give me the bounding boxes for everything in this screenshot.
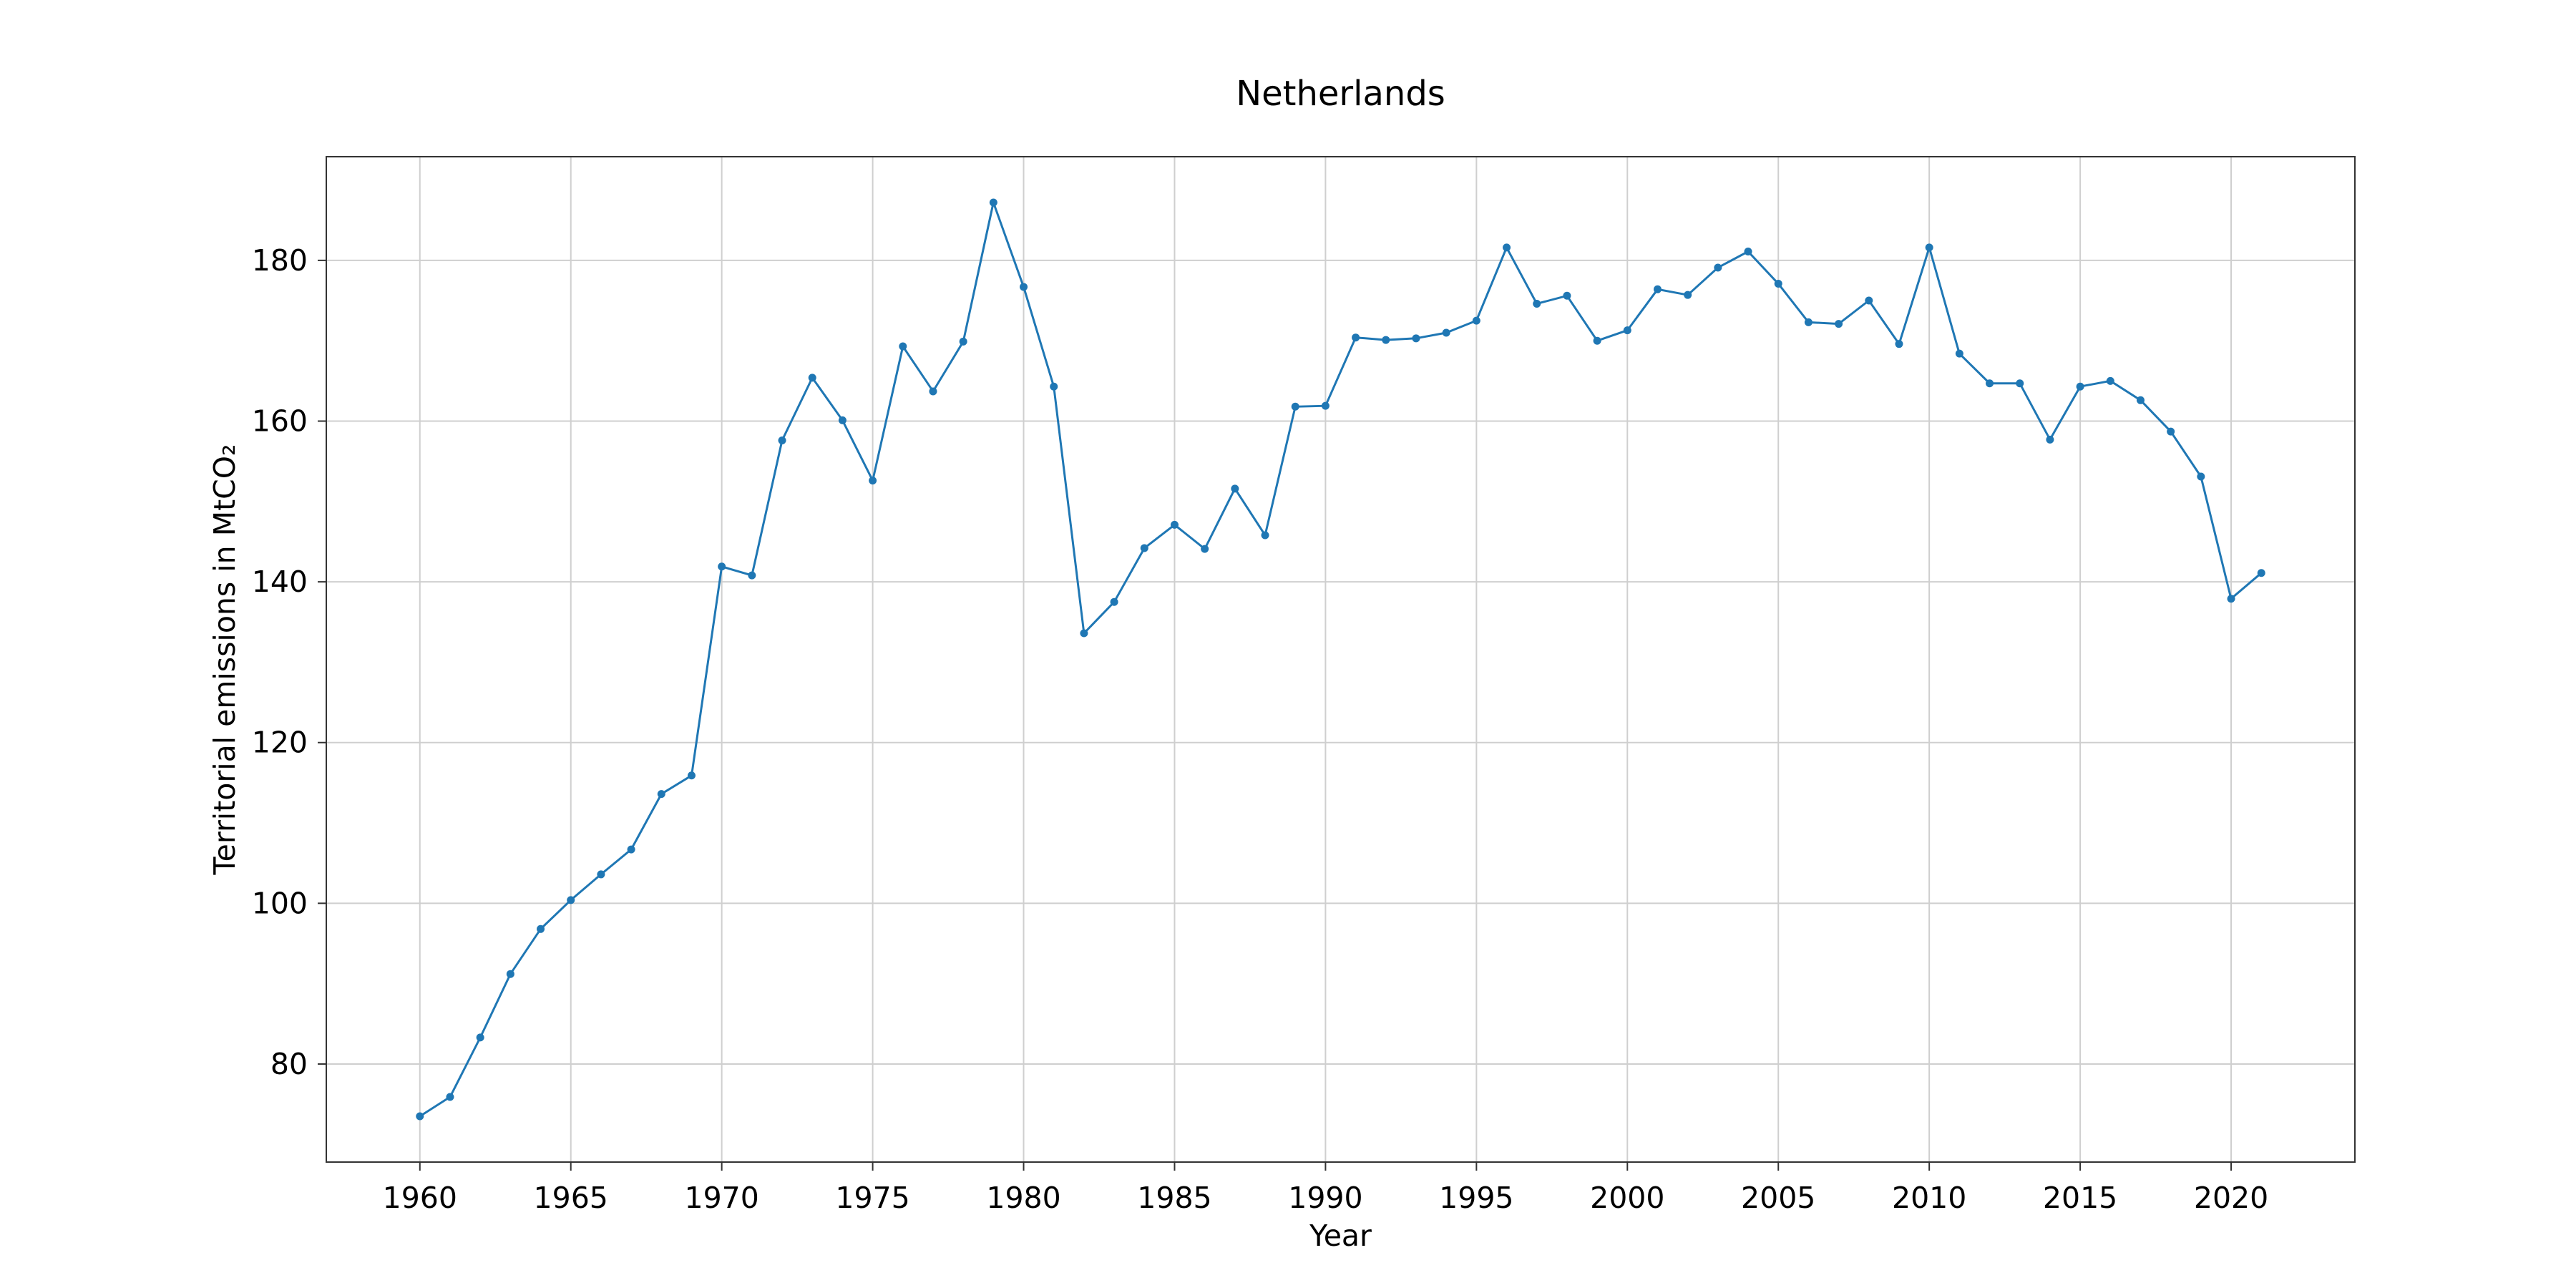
data-point — [446, 1093, 454, 1101]
y-tick-label: 180 — [252, 243, 308, 278]
x-axis-label: Year — [1309, 1219, 1372, 1253]
chart-title: Netherlands — [1236, 74, 1445, 114]
data-point — [2257, 569, 2265, 577]
x-tick-label: 1985 — [1137, 1181, 1211, 1215]
x-tick-label: 2020 — [2194, 1181, 2268, 1215]
data-point — [1291, 402, 1299, 411]
data-point — [2227, 595, 2235, 603]
data-point — [869, 477, 877, 485]
data-point — [1986, 379, 1994, 388]
data-point — [778, 436, 786, 444]
data-point — [1533, 300, 1541, 308]
data-point — [1503, 243, 1511, 252]
data-point — [1110, 597, 1118, 606]
data-point — [1442, 328, 1450, 337]
data-point — [597, 870, 605, 879]
data-point — [1895, 340, 1903, 348]
data-point — [1231, 484, 1239, 493]
data-point — [2076, 382, 2084, 391]
data-point — [1865, 296, 1873, 305]
series-line — [419, 198, 2263, 1118]
data-point — [1623, 326, 1631, 335]
data-point — [1321, 401, 1330, 410]
data-point — [1714, 263, 1722, 272]
data-point — [808, 374, 816, 382]
x-tick-label: 2005 — [1741, 1181, 1815, 1215]
data-point — [929, 387, 937, 396]
data-point — [1593, 336, 1601, 345]
x-tick-label: 2000 — [1590, 1181, 1664, 1215]
data-point — [687, 771, 696, 780]
x-tick-label: 1975 — [835, 1181, 909, 1215]
data-point — [1925, 243, 1933, 252]
data-point — [657, 790, 665, 799]
data-point — [1201, 545, 1209, 553]
data-point — [838, 416, 847, 424]
data-point — [1653, 285, 1662, 293]
y-tick-label: 160 — [252, 404, 308, 439]
data-point — [1774, 279, 1782, 288]
data-point — [1563, 291, 1571, 300]
data-point — [1261, 531, 1269, 540]
data-point — [476, 1033, 484, 1042]
data-point — [1080, 629, 1088, 638]
y-axis-label: Territorial emissions in MtCO₂ — [208, 444, 242, 876]
y-tick-label: 80 — [270, 1047, 308, 1081]
y-tick-label: 120 — [252, 726, 308, 760]
data-point — [1804, 318, 1813, 326]
y-tick-label: 100 — [252, 886, 308, 920]
x-tick-label: 1995 — [1439, 1181, 1513, 1215]
data-point — [2106, 376, 2114, 385]
plot-frame — [326, 156, 2356, 1163]
data-point — [899, 342, 907, 351]
data-point — [748, 571, 756, 580]
data-point — [506, 970, 514, 978]
data-point — [2016, 379, 2024, 388]
data-point — [567, 896, 575, 904]
data-point — [1170, 520, 1179, 529]
x-tick-label: 1960 — [383, 1181, 457, 1215]
data-point — [1684, 291, 1692, 299]
data-point — [959, 337, 967, 346]
data-point — [1955, 349, 1963, 358]
data-point — [1020, 283, 1028, 291]
data-point — [627, 845, 635, 854]
ticks: 1960 1965 1970 1975 1980 1985 1990 1995 2000 2005… — [252, 243, 2268, 1215]
data-point — [1412, 334, 1420, 343]
x-tick-label: 1965 — [534, 1181, 608, 1215]
data-point — [416, 1112, 424, 1121]
grid — [326, 157, 2355, 1162]
x-tick-label: 2010 — [1892, 1181, 1966, 1215]
series-layer — [416, 198, 2265, 1121]
x-tick-label: 2015 — [2043, 1181, 2117, 1215]
data-point — [1352, 333, 1360, 342]
y-tick-label: 140 — [252, 565, 308, 599]
data-point — [1835, 320, 1843, 328]
data-point — [1050, 382, 1058, 391]
data-point — [1744, 248, 1752, 256]
data-point — [2167, 427, 2175, 436]
data-point — [1382, 336, 1390, 344]
data-point — [1472, 316, 1480, 325]
data-point — [537, 924, 545, 933]
data-point — [2197, 472, 2205, 481]
data-point — [718, 562, 726, 571]
data-point — [2046, 435, 2054, 444]
data-point — [1140, 544, 1148, 552]
data-point — [989, 198, 997, 207]
data-point — [2136, 396, 2145, 404]
x-tick-label: 1980 — [986, 1181, 1060, 1215]
x-tick-label: 1990 — [1288, 1181, 1362, 1215]
x-tick-label: 1970 — [684, 1181, 758, 1215]
